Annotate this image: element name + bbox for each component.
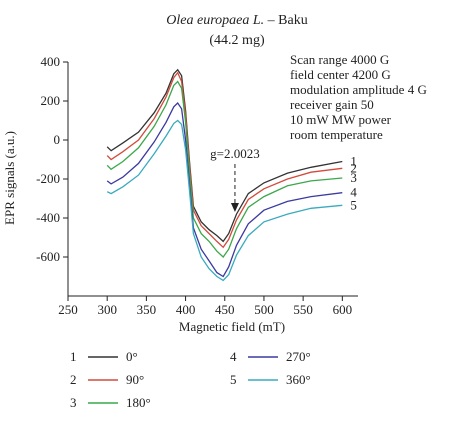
legend-number: 1: [70, 349, 77, 364]
x-tick-label: 350: [137, 302, 157, 317]
y-axis-label: EPR signals (a.u.): [2, 131, 17, 225]
legend-label: 90°: [126, 372, 144, 387]
chart-title: Olea europaea L. – Baku: [166, 13, 307, 28]
condition-line: field center 4200 G: [290, 67, 391, 82]
series-line-5: [106, 119, 343, 282]
x-axis-label: Magnetic field (mT): [179, 319, 285, 334]
x-tick-label: 250: [58, 302, 78, 317]
legend-label: 0°: [126, 349, 138, 364]
legend-number: 4: [230, 349, 237, 364]
chart-title-rest: – Baku: [264, 13, 308, 28]
y-tick-label: 400: [41, 54, 61, 69]
series-line-2: [106, 71, 343, 249]
series-end-label: 4: [350, 185, 357, 200]
y-tick-label: -200: [36, 171, 60, 186]
x-tick-label: 550: [293, 302, 313, 317]
legend-label: 180°: [126, 395, 151, 410]
y-tick-label: -600: [36, 249, 60, 264]
legend-label: 360°: [286, 372, 311, 387]
x-tick-label: 500: [254, 302, 274, 317]
condition-line: Scan range 4000 G: [290, 52, 389, 67]
series-end-label: 2: [350, 160, 357, 175]
plot-area: 250 300 350 400 450 500 550 600 400 200 0 -200 -400 -…: [36, 54, 358, 317]
x-tick-label: 450: [215, 302, 235, 317]
chart-title-italic: Olea europaea L.: [166, 13, 264, 28]
x-tick-label: 300: [97, 302, 117, 317]
y-tick-label: -400: [36, 210, 60, 225]
series-end-label: 3: [350, 170, 357, 185]
y-tick-label: 200: [41, 93, 61, 108]
legend-label: 270°: [286, 349, 311, 364]
conditions-block: Scan range 4000 G field center 4200 G mo…: [290, 52, 427, 142]
y-tick-label: 0: [54, 132, 61, 147]
series-line-3: [106, 80, 343, 258]
condition-line: receiver gain 50: [290, 97, 374, 112]
legend-number: 5: [230, 372, 237, 387]
condition-line: 10 mW MW power: [290, 112, 392, 127]
g-factor-arrow-head: [230, 203, 239, 212]
chart-subtitle: (44.2 mg): [209, 33, 265, 48]
series-end-label: 1: [350, 153, 357, 168]
x-tick-label: 600: [333, 302, 353, 317]
condition-line: modulation amplitude 4 G: [290, 82, 427, 97]
series-end-label: 5: [350, 197, 357, 212]
legend-number: 2: [70, 372, 77, 387]
legend-number: 3: [70, 395, 77, 410]
legend: 1 0° 2 90° 3 180° 4 270° 5 360°: [70, 349, 311, 410]
x-tick-label: 400: [176, 302, 196, 317]
condition-line: room temperature: [290, 127, 383, 142]
g-factor-label: g=2.0023: [210, 146, 260, 161]
